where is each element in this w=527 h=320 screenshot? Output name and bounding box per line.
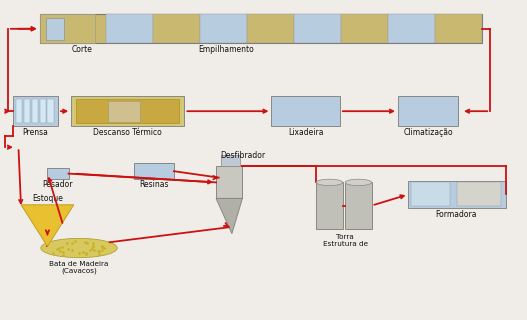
Text: Resinas: Resinas [139, 180, 169, 189]
FancyBboxPatch shape [40, 14, 95, 43]
Polygon shape [216, 198, 242, 234]
Text: Formadora: Formadora [435, 210, 476, 219]
FancyBboxPatch shape [411, 182, 450, 206]
Text: Prensa: Prensa [23, 128, 48, 137]
FancyBboxPatch shape [47, 99, 54, 123]
FancyBboxPatch shape [271, 96, 340, 126]
FancyBboxPatch shape [341, 14, 388, 43]
FancyBboxPatch shape [71, 96, 184, 126]
Text: Descanso Térmico: Descanso Térmico [93, 128, 162, 137]
FancyBboxPatch shape [172, 14, 194, 43]
FancyBboxPatch shape [32, 99, 38, 123]
FancyBboxPatch shape [294, 14, 341, 43]
FancyBboxPatch shape [216, 166, 242, 198]
FancyBboxPatch shape [106, 14, 128, 43]
Text: Estoque: Estoque [32, 194, 63, 203]
FancyBboxPatch shape [457, 182, 501, 206]
Text: Desfibrador: Desfibrador [220, 151, 265, 160]
FancyBboxPatch shape [435, 14, 482, 43]
FancyBboxPatch shape [327, 14, 349, 43]
Text: Lixadeira: Lixadeira [288, 128, 324, 137]
Ellipse shape [316, 179, 343, 186]
FancyBboxPatch shape [108, 101, 140, 122]
Text: Climatização: Climatização [403, 128, 453, 137]
Text: Torra
Estrutura de: Torra Estrutura de [323, 234, 368, 247]
FancyBboxPatch shape [128, 14, 150, 43]
FancyBboxPatch shape [388, 14, 435, 43]
FancyBboxPatch shape [221, 155, 240, 166]
Ellipse shape [345, 179, 372, 186]
FancyBboxPatch shape [349, 14, 372, 43]
Ellipse shape [41, 238, 117, 258]
FancyBboxPatch shape [106, 14, 153, 43]
FancyBboxPatch shape [283, 14, 305, 43]
FancyBboxPatch shape [13, 96, 58, 126]
FancyBboxPatch shape [76, 99, 179, 123]
FancyBboxPatch shape [200, 14, 247, 43]
FancyBboxPatch shape [247, 14, 294, 43]
FancyBboxPatch shape [47, 168, 69, 179]
FancyBboxPatch shape [194, 14, 217, 43]
FancyBboxPatch shape [150, 14, 172, 43]
FancyBboxPatch shape [239, 14, 261, 43]
FancyBboxPatch shape [261, 14, 283, 43]
FancyBboxPatch shape [305, 14, 327, 43]
FancyBboxPatch shape [394, 14, 416, 43]
FancyBboxPatch shape [316, 182, 343, 229]
FancyBboxPatch shape [398, 96, 458, 126]
FancyBboxPatch shape [40, 14, 62, 43]
Text: Bata de Madeira
(Cavacos): Bata de Madeira (Cavacos) [50, 261, 109, 274]
Text: Empilhamento: Empilhamento [199, 45, 255, 54]
Text: Pesador: Pesador [43, 180, 73, 189]
FancyBboxPatch shape [438, 14, 460, 43]
FancyBboxPatch shape [416, 14, 438, 43]
FancyBboxPatch shape [153, 14, 200, 43]
FancyBboxPatch shape [46, 18, 64, 40]
FancyBboxPatch shape [16, 99, 22, 123]
FancyBboxPatch shape [372, 14, 394, 43]
FancyBboxPatch shape [345, 182, 372, 229]
FancyBboxPatch shape [460, 14, 482, 43]
FancyBboxPatch shape [217, 14, 239, 43]
FancyBboxPatch shape [84, 14, 106, 43]
FancyBboxPatch shape [40, 99, 46, 123]
FancyBboxPatch shape [408, 181, 506, 208]
FancyBboxPatch shape [134, 163, 174, 179]
FancyBboxPatch shape [24, 99, 31, 123]
Polygon shape [21, 205, 74, 246]
Text: Corte: Corte [71, 45, 92, 54]
FancyBboxPatch shape [62, 14, 84, 43]
